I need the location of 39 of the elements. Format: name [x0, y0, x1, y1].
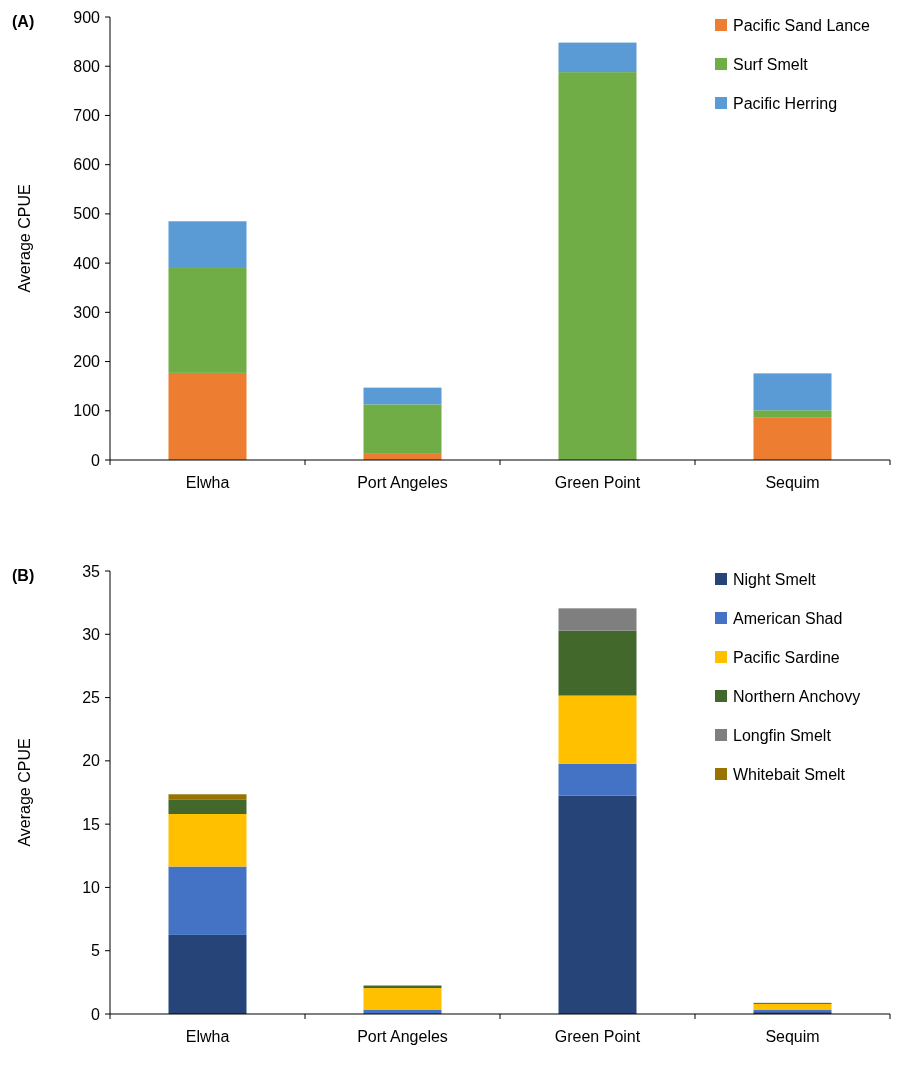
- y-tick-label: 0: [91, 451, 101, 469]
- x-tick-label: Green Point: [554, 474, 641, 491]
- legend-label: American Shad: [733, 609, 843, 627]
- x-tick-label: Sequim: [765, 474, 820, 491]
- chart-title: (B): [12, 567, 35, 584]
- x-tick-label: Green Point: [554, 1028, 641, 1045]
- legend-label: Surf Smelt: [733, 55, 809, 73]
- y-tick-label: 200: [73, 353, 101, 371]
- y-tick-label: 5: [91, 942, 101, 960]
- y-tick-label: 35: [82, 562, 101, 580]
- y-tick-label: 20: [82, 752, 101, 770]
- x-tick-label: Port Angeles: [357, 474, 448, 491]
- y-tick-label: 300: [73, 303, 101, 321]
- legend-label: Pacific Sand Lance: [733, 16, 871, 34]
- legend-label: Night Smelt: [733, 570, 817, 588]
- legend-label: Northern Anchovy: [733, 687, 861, 705]
- y-axis-title: Average CPUE: [16, 184, 33, 293]
- y-tick-label: 700: [73, 107, 101, 125]
- x-tick-label: Elwha: [185, 474, 230, 491]
- legend-label: Longfin Smelt: [733, 726, 832, 744]
- y-tick-label: 900: [73, 8, 101, 26]
- y-tick-label: 10: [82, 879, 101, 897]
- x-tick-label: Port Angeles: [357, 1028, 448, 1045]
- legend-label: Pacific Sardine: [733, 648, 840, 666]
- legend-label: Whitebait Smelt: [733, 765, 846, 783]
- x-tick-label: Elwha: [185, 1028, 230, 1045]
- y-tick-label: 100: [73, 402, 101, 420]
- legend-label: Pacific Herring: [733, 94, 838, 112]
- y-tick-label: 600: [73, 156, 101, 174]
- y-tick-label: 0: [91, 1005, 101, 1023]
- y-tick-label: 500: [73, 205, 101, 223]
- y-tick-label: 15: [82, 815, 101, 833]
- y-axis-title: Average CPUE: [16, 738, 33, 847]
- chart-title: (A): [12, 13, 35, 30]
- y-tick-label: 800: [73, 57, 101, 75]
- y-tick-label: 30: [82, 625, 101, 643]
- y-tick-label: 400: [73, 254, 101, 272]
- y-tick-label: 25: [82, 689, 101, 707]
- x-tick-label: Sequim: [765, 1028, 820, 1045]
